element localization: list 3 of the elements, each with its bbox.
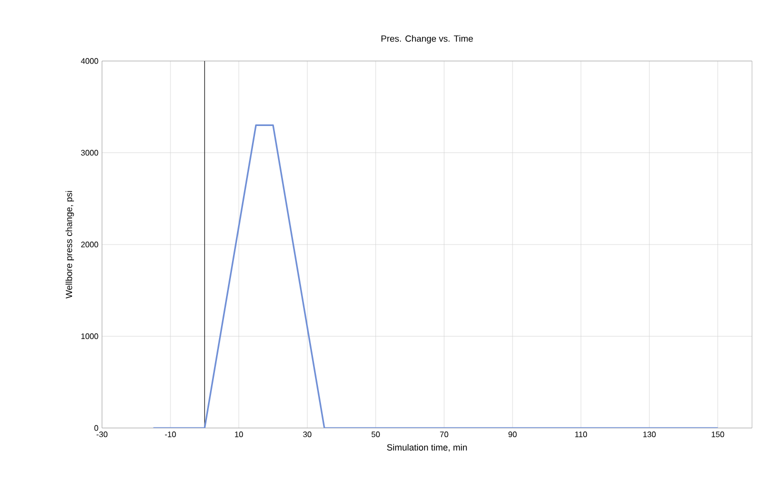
x-axis-title: Simulation time, min: [387, 444, 467, 452]
y-axis-title: Wellbore press change, psi: [66, 191, 74, 298]
chart-title: Pres. Change vs. Time: [381, 35, 473, 44]
